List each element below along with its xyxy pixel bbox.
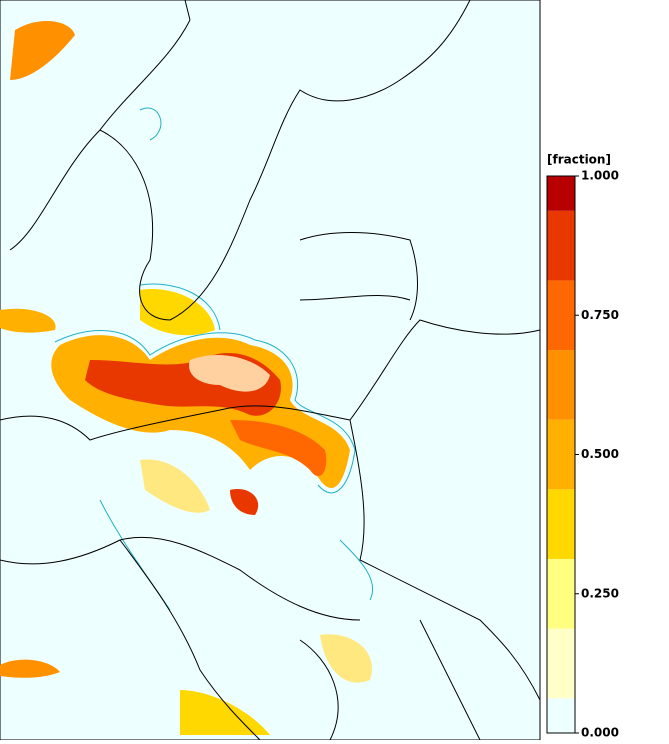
colorbar-bin — [547, 698, 575, 733]
border — [299, 232, 418, 321]
colorbar-tick-label: 0.750 — [581, 308, 619, 322]
colorbar-bin — [547, 176, 575, 211]
colorbar-bin — [547, 489, 575, 559]
colorbar-bin — [547, 558, 575, 629]
colorbar-bin — [547, 419, 575, 490]
colorbar-tick-label: 0.250 — [581, 586, 619, 600]
field — [10, 20, 75, 80]
border — [0, 536, 481, 741]
field — [0, 659, 60, 678]
colorbar-tick-label: 1.000 — [581, 169, 619, 183]
field — [140, 289, 215, 336]
colorbar-bin — [547, 210, 575, 281]
colorbar: 0.000 0.250 0.500 0.750 1.000 — [546, 169, 619, 740]
coastline — [9, 0, 471, 321]
colorbar-bin — [547, 350, 575, 420]
contour-line — [54, 283, 356, 494]
colorbar-tick-label: 0.000 — [581, 726, 619, 740]
map-layer — [0, 0, 541, 741]
field — [0, 308, 56, 333]
field — [230, 489, 259, 515]
colorbar-bin — [547, 280, 575, 351]
field — [320, 634, 372, 683]
field — [140, 459, 210, 513]
field — [180, 690, 270, 735]
colorbar-title: [fraction] — [547, 153, 611, 167]
border — [0, 319, 541, 701]
colorbar-tick-label: 0.500 — [581, 447, 619, 461]
colorbar-bin — [547, 628, 575, 699]
field — [189, 355, 270, 392]
field — [230, 420, 327, 477]
